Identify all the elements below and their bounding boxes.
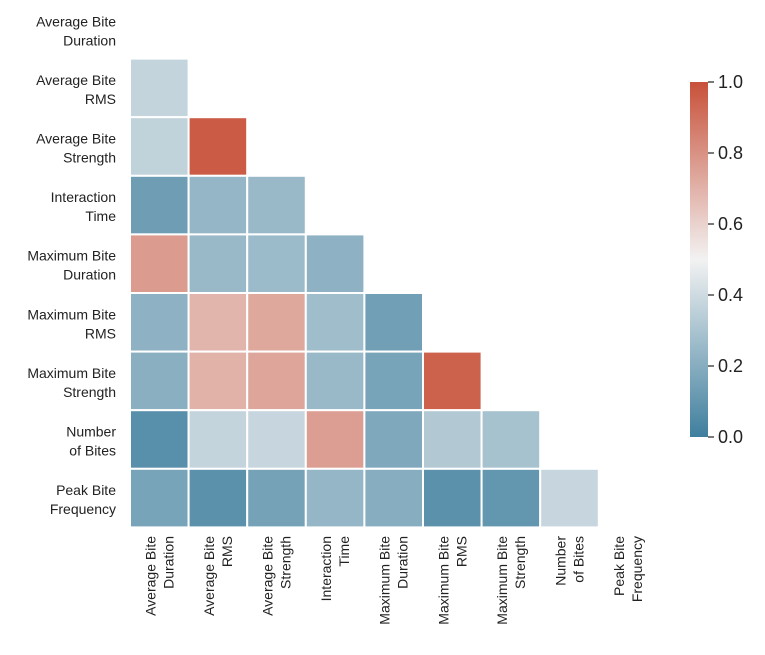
heatmap-cell-interaction-time-vs-average-bite-duration: [129, 174, 190, 236]
heatmap-cell-peak-bite-frequency-vs-interaction-time: [304, 467, 366, 529]
heatmap-cell-number-of-bites-vs-interaction-time: [304, 409, 366, 470]
heatmap-cell-maximum-bite-duration-vs-average-bite-strength: [246, 233, 307, 294]
heatmap-cell-maximum-bite-strength-vs-interaction-time: [304, 350, 366, 412]
heatmap-cell-peak-bite-frequency-vs-number-of-bites: [539, 467, 600, 529]
heatmap-cell-interaction-time-vs-average-bite-rms: [187, 174, 249, 236]
heatmap-cell-maximum-bite-strength-vs-average-bite-rms: [187, 350, 249, 412]
x-axis-labels: Average Bite Duration Average Bite RMS Avera…: [142, 536, 645, 625]
colorbar-tick-label: 0.2: [718, 356, 743, 376]
colorbar-tick-label: 0.6: [718, 214, 743, 234]
heatmap-cell-peak-bite-frequency-vs-average-bite-strength: [246, 467, 307, 529]
heatmap-cell-number-of-bites-vs-maximum-bite-duration: [363, 409, 424, 470]
colorbar-gradient: [690, 82, 708, 437]
y-tick-label-maximum-bite-rms: Maximum Bite RMS: [27, 306, 116, 341]
heatmap-cell-maximum-bite-duration-vs-interaction-time: [304, 233, 366, 294]
heatmap-cell-maximum-bite-rms-vs-interaction-time: [304, 292, 366, 353]
heatmap-cell-number-of-bites-vs-maximum-bite-rms: [422, 409, 483, 470]
y-tick-label-peak-bite-frequency: Peak Bite Frequency: [50, 482, 116, 517]
x-tick-label-maximum-bite-rms: Maximum Bite RMS: [435, 536, 469, 625]
heatmap-cell-number-of-bites-vs-average-bite-duration: [129, 409, 190, 470]
heatmap-cell-number-of-bites-vs-average-bite-rms: [187, 409, 249, 470]
colorbar-tick-label: 0.0: [718, 427, 743, 447]
y-tick-label-maximum-bite-duration: Maximum Bite Duration: [27, 248, 116, 283]
heatmap-cell-number-of-bites-vs-average-bite-strength: [246, 409, 307, 470]
heatmap-cell-maximum-bite-strength-vs-average-bite-duration: [129, 350, 190, 412]
heatmap-cell-peak-bite-frequency-vs-maximum-bite-strength: [480, 467, 542, 529]
colorbar-tick-label: 1.0: [718, 72, 743, 92]
heatmap-cell-number-of-bites-vs-maximum-bite-strength: [480, 409, 542, 470]
heatmap-cell-average-bite-strength-vs-average-bite-rms: [187, 116, 249, 177]
x-tick-label-average-bite-strength: Average Bite Strength: [260, 536, 294, 616]
colorbar-tick-label: 0.8: [718, 143, 743, 163]
heatmap-cells: [129, 57, 600, 529]
colorbar-ticks: 0.0 0.2 0.4 0.6 0.8 1.0: [708, 72, 743, 447]
colorbar-tick-label: 0.4: [718, 285, 743, 305]
heatmap-cell-average-bite-rms-vs-average-bite-duration: [129, 57, 190, 119]
x-tick-label-maximum-bite-duration: Maximum Bite Duration: [377, 536, 411, 625]
y-tick-label-number-of-bites: Number of Bites: [66, 424, 116, 459]
colorbar: 0.0 0.2 0.4 0.6 0.8 1.0: [690, 72, 743, 447]
heatmap-cell-interaction-time-vs-average-bite-strength: [246, 174, 307, 236]
heatmap-cell-maximum-bite-strength-vs-average-bite-strength: [246, 350, 307, 412]
heatmap-cell-average-bite-strength-vs-average-bite-duration: [129, 116, 190, 177]
y-tick-label-interaction-time: Interaction Time: [51, 189, 117, 224]
x-tick-label-average-bite-duration: Average Bite Duration: [142, 536, 176, 616]
x-tick-label-peak-bite-frequency: Peak Bite Frequency: [611, 536, 645, 602]
heatmap-cell-peak-bite-frequency-vs-average-bite-rms: [187, 467, 249, 529]
heatmap-cell-maximum-bite-rms-vs-maximum-bite-duration: [363, 292, 424, 353]
heatmap-cell-maximum-bite-rms-vs-average-bite-strength: [246, 292, 307, 353]
x-tick-label-interaction-time: Interaction Time: [318, 536, 352, 602]
heatmap-cell-maximum-bite-strength-vs-maximum-bite-duration: [363, 350, 424, 412]
y-tick-label-average-bite-duration: Average Bite Duration: [36, 13, 116, 48]
y-axis-labels: Average Bite Duration Average Bite RMS Avera…: [27, 13, 116, 517]
heatmap-cell-maximum-bite-rms-vs-average-bite-duration: [129, 292, 190, 353]
y-tick-label-maximum-bite-strength: Maximum Bite Strength: [27, 365, 116, 400]
heatmap-cell-maximum-bite-rms-vs-average-bite-rms: [187, 292, 249, 353]
heatmap-cell-maximum-bite-duration-vs-average-bite-rms: [187, 233, 249, 294]
y-tick-label-average-bite-strength: Average Bite Strength: [36, 131, 116, 166]
y-tick-label-average-bite-rms: Average Bite RMS: [36, 72, 116, 107]
heatmap-cell-peak-bite-frequency-vs-maximum-bite-rms: [422, 467, 483, 529]
x-tick-label-maximum-bite-strength: Maximum Bite Strength: [494, 536, 528, 625]
x-tick-label-number-of-bites: Number of Bites: [553, 536, 587, 586]
heatmap-cell-maximum-bite-duration-vs-average-bite-duration: [129, 233, 190, 294]
heatmap-cell-peak-bite-frequency-vs-maximum-bite-duration: [363, 467, 424, 529]
heatmap-cell-maximum-bite-strength-vs-maximum-bite-rms: [422, 350, 483, 412]
heatmap-cell-peak-bite-frequency-vs-average-bite-duration: [129, 467, 190, 529]
x-tick-label-average-bite-rms: Average Bite RMS: [201, 536, 235, 616]
